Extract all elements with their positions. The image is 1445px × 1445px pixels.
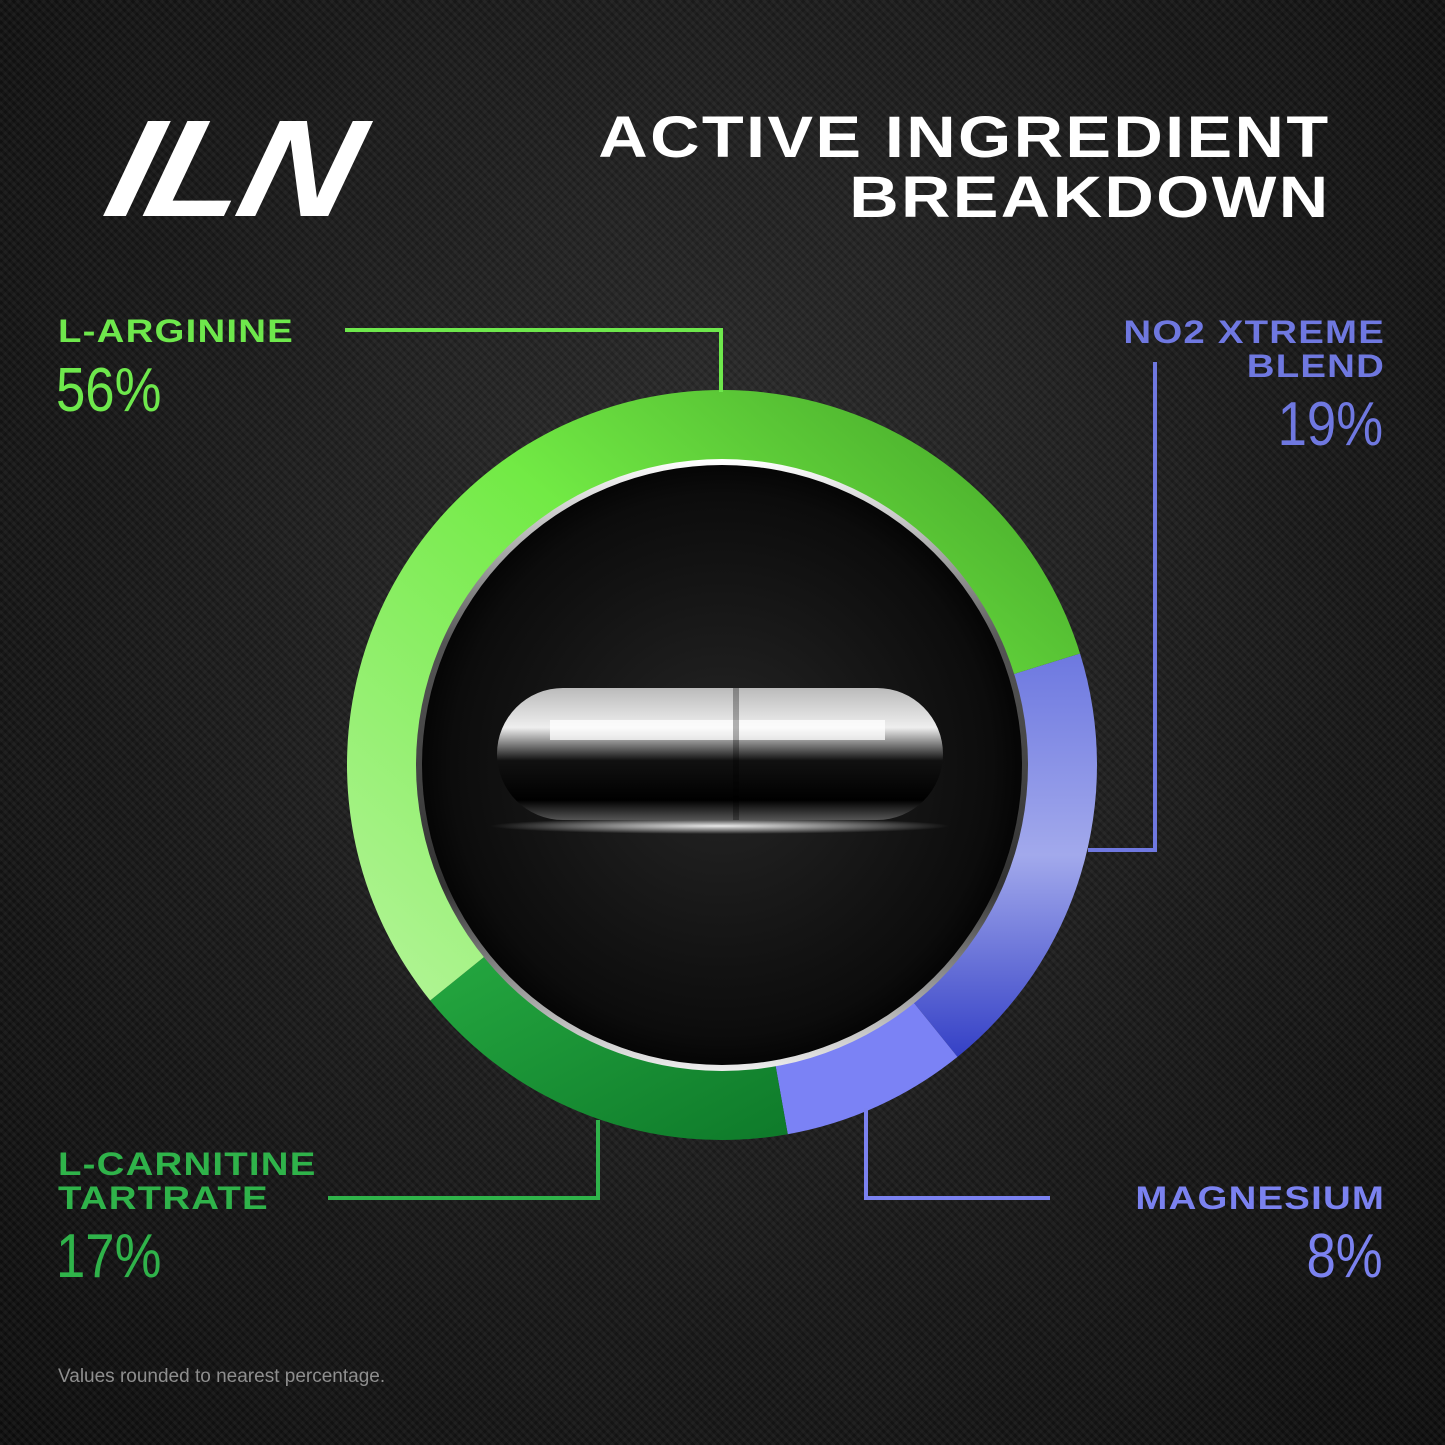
leader-line-carnitine — [328, 1120, 600, 1200]
pct-magnesium: 8% — [1306, 1222, 1383, 1291]
pct-arginine: 56% — [56, 356, 162, 425]
label-carnitine-line2: TARTRATE — [58, 1180, 269, 1216]
label-no2: NO2 XTREME BLEND — [1123, 315, 1385, 383]
capsule-icon — [490, 688, 950, 834]
label-carnitine: L-CARNITINE TARTRATE — [58, 1147, 317, 1215]
donut-slice-magnesium — [774, 998, 958, 1135]
page-title: ACTIVE INGREDIENT BREAKDOWN — [598, 108, 1330, 228]
pct-no2: 19% — [1277, 390, 1383, 459]
label-carnitine-line1: L-CARNITINE — [58, 1146, 317, 1182]
leader-line-magnesium — [864, 1108, 1050, 1200]
leader-line-arginine — [345, 328, 723, 392]
label-no2-line2: BLEND — [1246, 348, 1385, 384]
donut-slice-l-arginine — [346, 389, 1081, 1001]
leader-line-no2 — [1088, 362, 1157, 852]
label-arginine: L-ARGININE — [58, 313, 294, 349]
label-magnesium: MAGNESIUM — [1135, 1180, 1385, 1216]
pct-carnitine: 17% — [56, 1222, 162, 1291]
title-line-1: ACTIVE INGREDIENT — [597, 105, 1330, 170]
title-line-2: BREAKDOWN — [848, 165, 1330, 230]
label-no2-line1: NO2 XTREME — [1123, 314, 1385, 350]
footnote: Values rounded to nearest percentage. — [58, 1366, 386, 1387]
